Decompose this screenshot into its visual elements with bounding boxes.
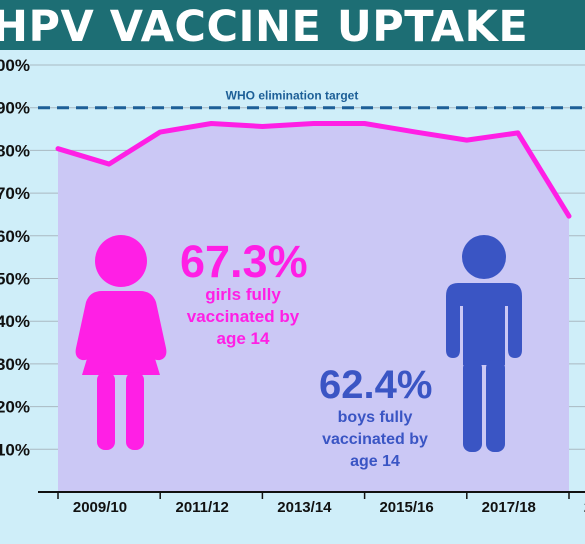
y-axis-ticks: 100% 90% 80% 70% 60% 50% 40% 30% 20% 10% — [0, 56, 30, 459]
girls-percentage: 67.3% — [180, 236, 308, 287]
girls-desc-line-2: vaccinated by — [186, 307, 300, 326]
boys-description: boys fully vaccinated by age 14 — [300, 407, 450, 473]
who-target: WHO elimination target — [38, 89, 585, 110]
boys-desc-line-2: vaccinated by — [322, 431, 428, 448]
boys-desc-line-3: age 14 — [350, 453, 400, 470]
y-tick-label: 50% — [0, 270, 30, 289]
y-tick-label: 90% — [0, 99, 30, 118]
plot-area-fill — [58, 123, 569, 493]
y-tick-label: 30% — [0, 355, 30, 374]
x-tick-label: 2015/16 — [379, 499, 433, 516]
y-tick-label: 80% — [0, 141, 30, 160]
chart-title: HPV VACCINE UPTAKE — [0, 2, 529, 50]
y-tick-label: 70% — [0, 184, 30, 203]
y-tick-label: 40% — [0, 312, 30, 331]
y-tick-label: 20% — [0, 398, 30, 417]
x-tick-label: 2011/12 — [175, 499, 228, 516]
y-tick-label: 60% — [0, 227, 30, 246]
who-target-label: WHO elimination target — [226, 89, 359, 103]
female-figure-icon — [75, 235, 167, 450]
boys-desc-line-1: boys fully — [337, 409, 413, 426]
x-tick-label: 2019/20 — [584, 499, 585, 516]
x-tick-label: 2013/14 — [277, 499, 332, 516]
girls-description: girls fully vaccinated by age 14 — [168, 284, 318, 350]
girls-desc-line-3: age 14 — [216, 329, 270, 348]
x-tick-label: 2009/10 — [73, 499, 127, 516]
x-axis-ticks: 2009/10 2011/12 2013/14 2015/16 2017/18 2019/… — [57, 492, 585, 516]
y-tick-label: 10% — [0, 440, 30, 459]
x-tick-label: 2017/18 — [482, 499, 536, 516]
uptake-line — [55, 120, 572, 219]
male-figure-icon — [446, 235, 522, 452]
y-tick-label: 100% — [0, 56, 30, 75]
boys-percentage: 62.4% — [319, 363, 433, 407]
girls-desc-line-1: girls fully — [205, 285, 281, 304]
title-bar: HPV VACCINE UPTAKE — [0, 0, 585, 50]
